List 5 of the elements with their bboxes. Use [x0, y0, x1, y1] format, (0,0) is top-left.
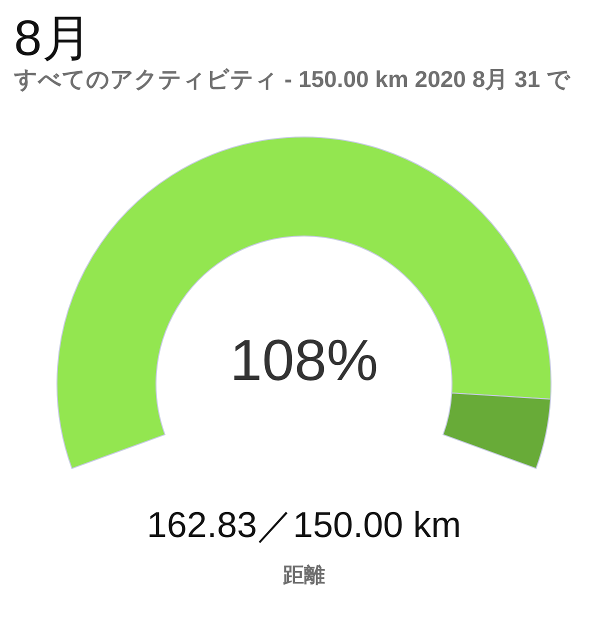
- chart-subtitle: すべてのアクティビティ - 150.00 km 2020 8月 31 で: [13, 66, 571, 92]
- text: 108%: [230, 328, 378, 393]
- text: 162.83／150.00 km: [146, 504, 462, 545]
- text: 距離: [282, 564, 325, 587]
- chart-title: 8月: [14, 10, 92, 66]
